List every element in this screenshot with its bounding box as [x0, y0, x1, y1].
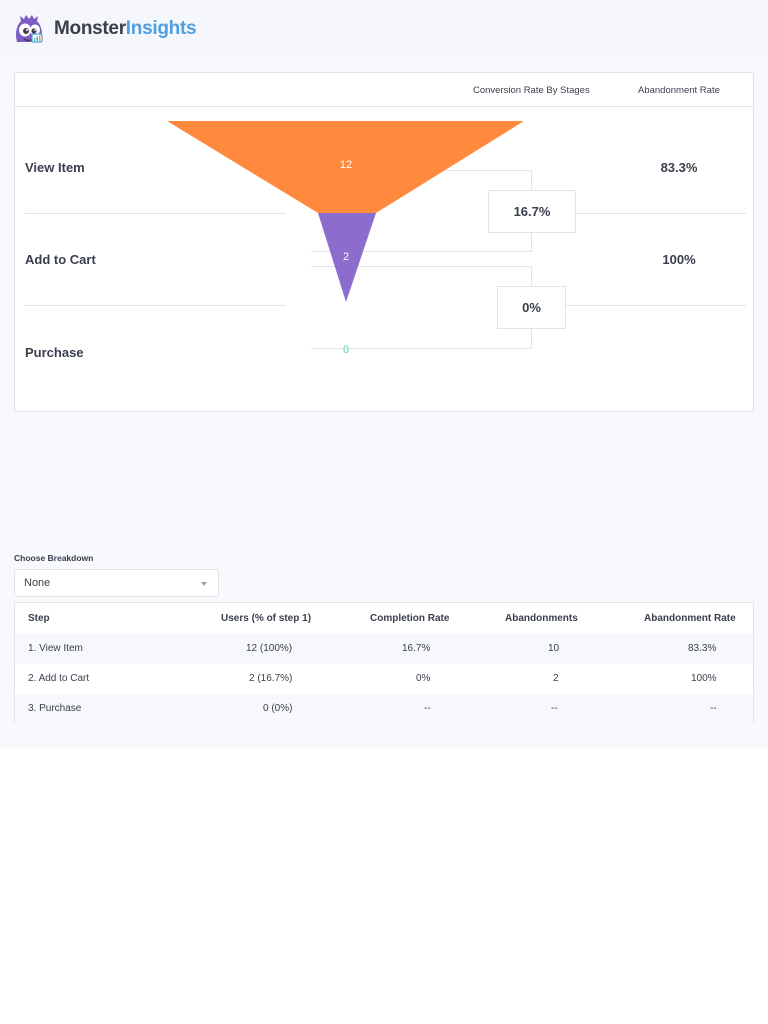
stage-users-purchase: 0 — [342, 344, 350, 356]
connector-line — [311, 348, 532, 349]
table-cell-completion: 0% — [416, 673, 431, 684]
connector-line — [531, 329, 532, 348]
abandonment-rate-add-to-cart: 100% — [662, 252, 696, 267]
abandonment-rate-header: Abandonment Rate — [638, 85, 720, 96]
breakdown-label: Choose Breakdown — [14, 553, 94, 563]
table-cell-completion: -- — [424, 703, 431, 714]
table-cell-abandonment-rate: -- — [710, 703, 717, 714]
funnel-steps-table: Step Users (% of step 1) Completion Rate… — [14, 602, 754, 724]
table-cell-users: 0 (0%) — [263, 703, 293, 714]
conversion-rate-header: Conversion Rate By Stages — [473, 85, 590, 96]
connector-line — [371, 170, 532, 171]
connector-line — [565, 305, 746, 306]
table-header-cell: Abandonment Rate — [644, 613, 736, 624]
table-cell-users: 2 (16.7%) — [249, 673, 293, 684]
table-cell-abandonment-rate: 83.3% — [688, 643, 717, 654]
breakdown-selected-value: None — [24, 577, 51, 589]
table-header-cell: Step — [28, 613, 50, 624]
funnel-segment-view-item[interactable] — [167, 121, 524, 213]
connector-line — [575, 213, 746, 214]
connector-line — [311, 251, 532, 252]
connector-line — [531, 170, 532, 190]
table-row: 3. Purchase 0 (0%) -- -- -- — [15, 694, 753, 724]
chevron-down-icon — [201, 582, 207, 586]
stage-divider — [25, 213, 286, 214]
table-cell-step: 1. View Item — [28, 643, 83, 654]
brand-name-part1: Monster — [54, 18, 126, 39]
connector-line — [531, 266, 532, 286]
table-cell-abandonments: 10 — [548, 643, 560, 654]
table-cell-abandonments: -- — [551, 703, 558, 714]
connector-line — [531, 232, 532, 251]
table-header-row: Step Users (% of step 1) Completion Rate… — [15, 604, 753, 634]
table-header-cell: Completion Rate — [370, 613, 450, 624]
table-cell-step: 2. Add to Cart — [28, 673, 90, 684]
table-cell-abandonments: 2 — [553, 673, 559, 684]
brand-name-part2: Insights — [125, 18, 197, 39]
stage-divider — [25, 305, 286, 306]
breakdown-select[interactable]: None — [14, 569, 219, 597]
conversion-rate-box: 16.7% — [488, 190, 576, 233]
table-header-cell: Users (% of step 1) — [221, 613, 312, 624]
brand-name: MonsterInsights — [54, 12, 197, 46]
stage-label-view-item: View Item — [25, 160, 85, 175]
table-cell-completion: 16.7% — [402, 643, 431, 654]
table-header-cell: Abandonments — [505, 613, 578, 624]
stage-users-view-item: 12 — [339, 159, 353, 171]
stage-label-add-to-cart: Add to Cart — [25, 252, 96, 267]
app-header: MonsterInsights — [0, 0, 768, 58]
connector-line — [311, 266, 532, 267]
funnel-chart-card: Conversion Rate By Stages Abandonment Ra… — [14, 72, 754, 412]
abandonment-rate-view-item: 83.3% — [660, 160, 698, 175]
conversion-rate-box: 0% — [497, 286, 566, 329]
funnel-graphic — [167, 121, 524, 302]
stage-label-purchase: Purchase — [25, 345, 84, 360]
table-cell-users: 12 (100%) — [246, 643, 293, 654]
table-row: 1. View Item 12 (100%) 16.7% 10 83.3% — [15, 634, 753, 664]
table-cell-abandonment-rate: 100% — [691, 673, 717, 684]
funnel-segment-add-to-cart[interactable] — [318, 213, 376, 302]
table-row: 2. Add to Cart 2 (16.7%) 0% 2 100% — [15, 664, 753, 694]
table-cell-step: 3. Purchase — [28, 703, 82, 714]
stage-users-add-to-cart: 2 — [342, 251, 350, 263]
monster-mascot-icon — [16, 15, 43, 43]
funnel-header: Conversion Rate By Stages Abandonment Ra… — [15, 73, 753, 107]
brand-logo[interactable]: MonsterInsights — [12, 12, 197, 46]
